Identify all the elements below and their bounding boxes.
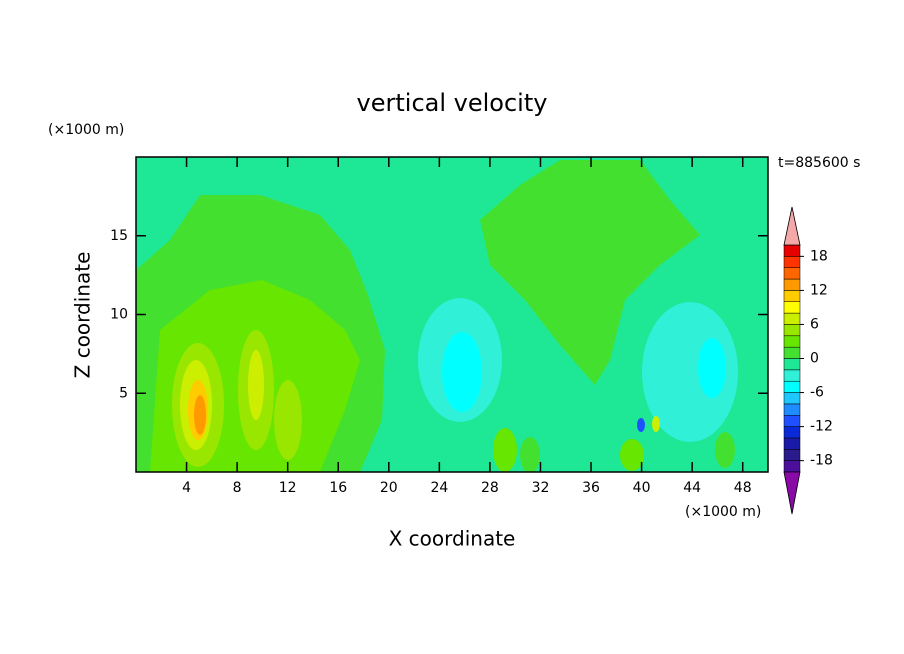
x-tick-label: 36: [582, 480, 600, 496]
x-tick-label: 40: [633, 480, 651, 496]
y-axis-label: Z coordinate: [71, 252, 95, 379]
colorbar-swatch: [783, 324, 801, 337]
field-region: [442, 332, 482, 412]
field-region: [620, 439, 644, 471]
field-region: [637, 418, 645, 432]
x-tick-label: 32: [532, 480, 550, 496]
colorbar-swatch: [783, 449, 801, 461]
colorbar-tick-label: 12: [810, 282, 828, 298]
x-unit-label: (×1000 m): [685, 504, 761, 520]
x-tick-label: 20: [380, 480, 398, 496]
x-tick-label: 16: [329, 480, 347, 496]
x-tick-label: 48: [734, 480, 752, 496]
colorbar-tick-label: 18: [810, 248, 828, 264]
x-tick-label: 4: [182, 480, 191, 496]
colorbar-swatch: [783, 358, 801, 371]
colorbar-swatch: [783, 415, 801, 427]
y-unit-label: (×1000 m): [48, 122, 124, 138]
colorbar-tick-label: -6: [810, 385, 824, 401]
x-tick-label: 44: [683, 480, 701, 496]
colorbar-swatch: [783, 369, 801, 382]
colorbar-swatch: [783, 256, 801, 268]
field-region: [274, 380, 302, 460]
colorbar-swatch: [783, 278, 801, 291]
colorbar-swatch: [783, 392, 801, 405]
field-region: [652, 416, 660, 432]
colorbar-swatch: [783, 460, 801, 473]
field-region: [493, 428, 517, 472]
colorbar-swatch: [783, 346, 801, 359]
x-tick-label: 8: [233, 480, 242, 496]
colorbar-tick-label: -18: [810, 453, 833, 469]
field-region: [642, 302, 738, 442]
chart-title: vertical velocity: [357, 89, 548, 117]
colorbar-swatch: [783, 403, 801, 416]
colorbar-swatch: [783, 301, 801, 314]
y-tick-label: 15: [110, 228, 128, 244]
field-region: [715, 432, 735, 468]
x-tick-label: 24: [430, 480, 448, 496]
field-region: [520, 437, 540, 472]
colorbar-over: [783, 206, 801, 246]
colorbar-under: [783, 471, 801, 515]
colorbar-tick-label: 6: [810, 316, 819, 332]
y-tick-label: 10: [110, 307, 128, 323]
field-region: [480, 160, 700, 385]
colorbar-swatch: [783, 244, 801, 257]
x-tick-label: 12: [279, 480, 297, 496]
colorbar-swatch: [783, 290, 801, 302]
colorbar-swatch: [783, 335, 801, 348]
y-tick-label: 5: [119, 385, 128, 401]
field-region: [248, 350, 264, 420]
colorbar-swatch: [783, 267, 801, 280]
time-label: t=885600 s: [778, 155, 860, 171]
colorbar-swatch: [783, 312, 801, 325]
colorbar-swatch: [783, 426, 801, 439]
colorbar-tick-label: 0: [810, 351, 819, 367]
contour-field: [136, 157, 768, 472]
colorbar-swatch: [783, 380, 801, 393]
field-region: [194, 395, 206, 435]
colorbar-tick-label: -12: [810, 419, 833, 435]
x-axis-label: X coordinate: [389, 527, 516, 551]
x-tick-label: 28: [481, 480, 499, 496]
field-region: [698, 338, 726, 398]
colorbar-swatch: [783, 437, 801, 450]
